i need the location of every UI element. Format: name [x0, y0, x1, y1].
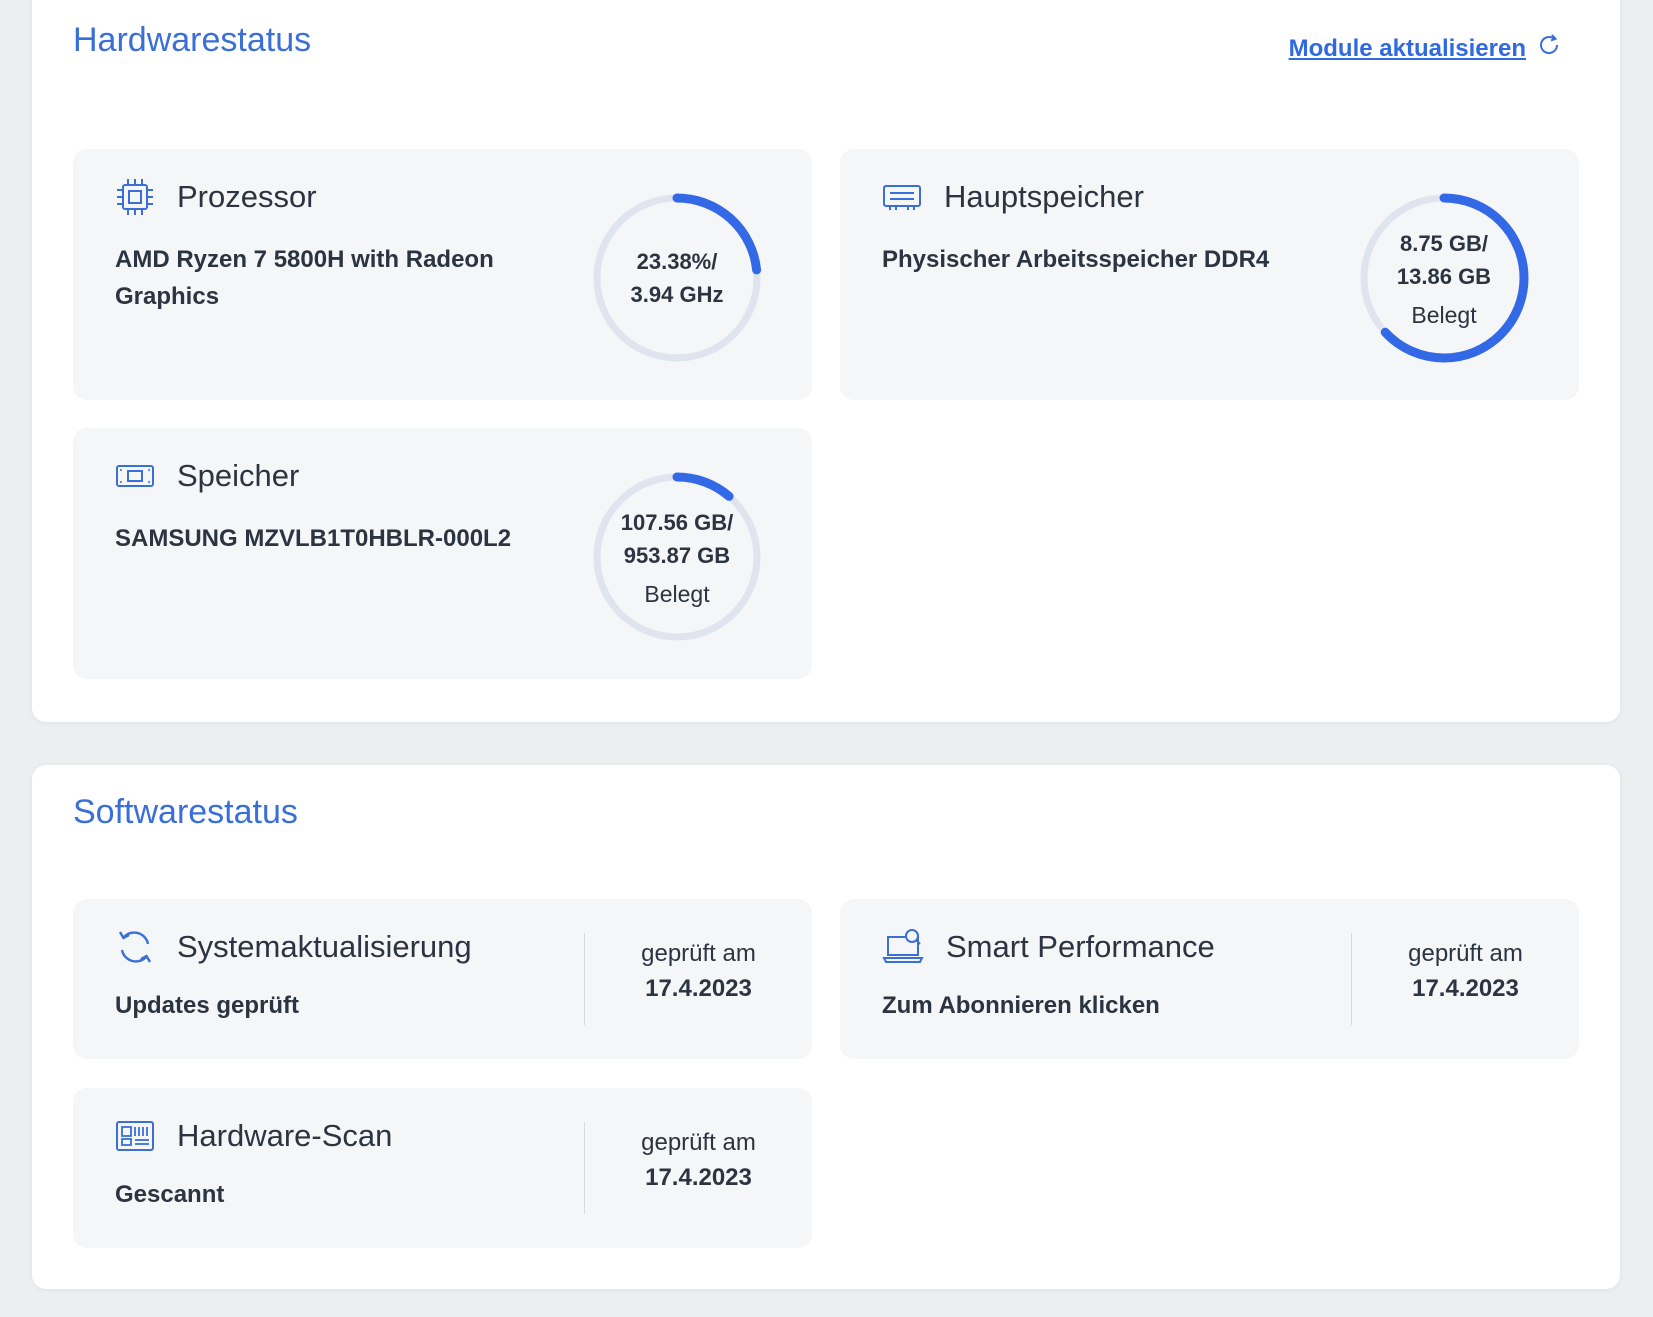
software-status-panel: Softwarestatus Systemaktualisierung Upda…: [32, 765, 1620, 1289]
ram-card: Hauptspeicher Physischer Arbeitsspeicher…: [840, 149, 1579, 400]
hardware-scan-icon: [115, 1116, 155, 1156]
cpu-usage-value: 23.38%/ 3.94 GHz: [630, 249, 724, 307]
cpu-chip-icon: [115, 177, 155, 217]
cpu-label: Prozessor: [177, 179, 317, 214]
smart-performance-checked: geprüft am 17.4.2023: [1352, 937, 1579, 1007]
storage-usage-value: 107.56 GB/ 953.87 GB: [620, 510, 734, 568]
checked-label: geprüft am: [641, 940, 756, 967]
hardware-scan-card[interactable]: Hardware-Scan Gescannt geprüft am 17.4.2…: [73, 1088, 812, 1248]
divider: [584, 933, 585, 1025]
checked-date: 17.4.2023: [645, 1164, 752, 1191]
hardware-scan-label: Hardware-Scan: [177, 1118, 393, 1153]
hardware-status-panel: Hardwarestatus Module aktualisieren: [32, 0, 1620, 722]
cpu-model: AMD Ryzen 7 5800H with Radeon Graphics: [115, 246, 494, 310]
hardware-status-title: Hardwarestatus: [73, 21, 312, 59]
cpu-usage-gauge: 23.38%/ 3.94 GHz: [585, 186, 769, 370]
storage-card: Speicher SAMSUNG MZVLB1T0HBLR-000L2 107.…: [73, 428, 812, 679]
hardware-scan-checked: geprüft am 17.4.2023: [585, 1126, 812, 1196]
ram-usage-sub: Belegt: [1411, 302, 1477, 328]
ram-usage-gauge: 8.75 GB/ 13.86 GB Belegt: [1352, 186, 1536, 370]
storage-label: Speicher: [177, 458, 300, 493]
gauge-fill: [592, 472, 762, 642]
sync-arrows-icon: [115, 927, 155, 967]
system-update-checked: geprüft am 17.4.2023: [585, 937, 812, 1007]
refresh-modules-link[interactable]: Module aktualisieren: [1289, 32, 1562, 65]
checked-label: geprüft am: [641, 1129, 756, 1156]
gauge-ring: [1359, 193, 1529, 363]
refresh-modules-label: Module aktualisieren: [1288, 34, 1526, 62]
ram-label: Hauptspeicher: [944, 179, 1144, 214]
drive-icon: [115, 456, 155, 496]
ram-description: Physischer Arbeitsspeicher DDR4: [882, 246, 1270, 273]
divider: [1351, 933, 1352, 1025]
storage-usage-sub: Belegt: [644, 581, 710, 607]
ram-usage-value: 8.75 GB/ 13.86 GB: [1396, 231, 1492, 289]
system-update-label: Systemaktualisierung: [177, 929, 472, 964]
gauge-fill: [1359, 193, 1529, 363]
software-status-title: Softwarestatus: [73, 793, 298, 831]
gauge-ring: [592, 472, 762, 642]
refresh-icon: [1536, 32, 1562, 65]
gauge-fill: [592, 193, 762, 363]
hardware-scan-status: Gescannt: [115, 1181, 225, 1208]
storage-usage-gauge: 107.56 GB/ 953.87 GB Belegt: [585, 465, 769, 649]
system-update-card[interactable]: Systemaktualisierung Updates geprüft gep…: [73, 899, 812, 1059]
cpu-card: Prozessor AMD Ryzen 7 5800H with Radeon …: [73, 149, 812, 400]
storage-model: SAMSUNG MZVLB1T0HBLR-000L2: [115, 525, 512, 552]
checked-label: geprüft am: [1408, 940, 1523, 967]
checked-date: 17.4.2023: [645, 975, 752, 1002]
smart-performance-card[interactable]: Smart Performance Zum Abonnieren klicken…: [840, 899, 1579, 1059]
checked-date: 17.4.2023: [1412, 975, 1519, 1002]
gauge-ring: [592, 193, 762, 363]
divider: [584, 1122, 585, 1214]
smart-performance-label: Smart Performance: [946, 929, 1215, 964]
system-update-status: Updates geprüft: [115, 992, 300, 1019]
laptop-search-icon: [882, 927, 924, 967]
smart-performance-status[interactable]: Zum Abonnieren klicken: [882, 992, 1160, 1019]
memory-module-icon: [882, 177, 922, 217]
